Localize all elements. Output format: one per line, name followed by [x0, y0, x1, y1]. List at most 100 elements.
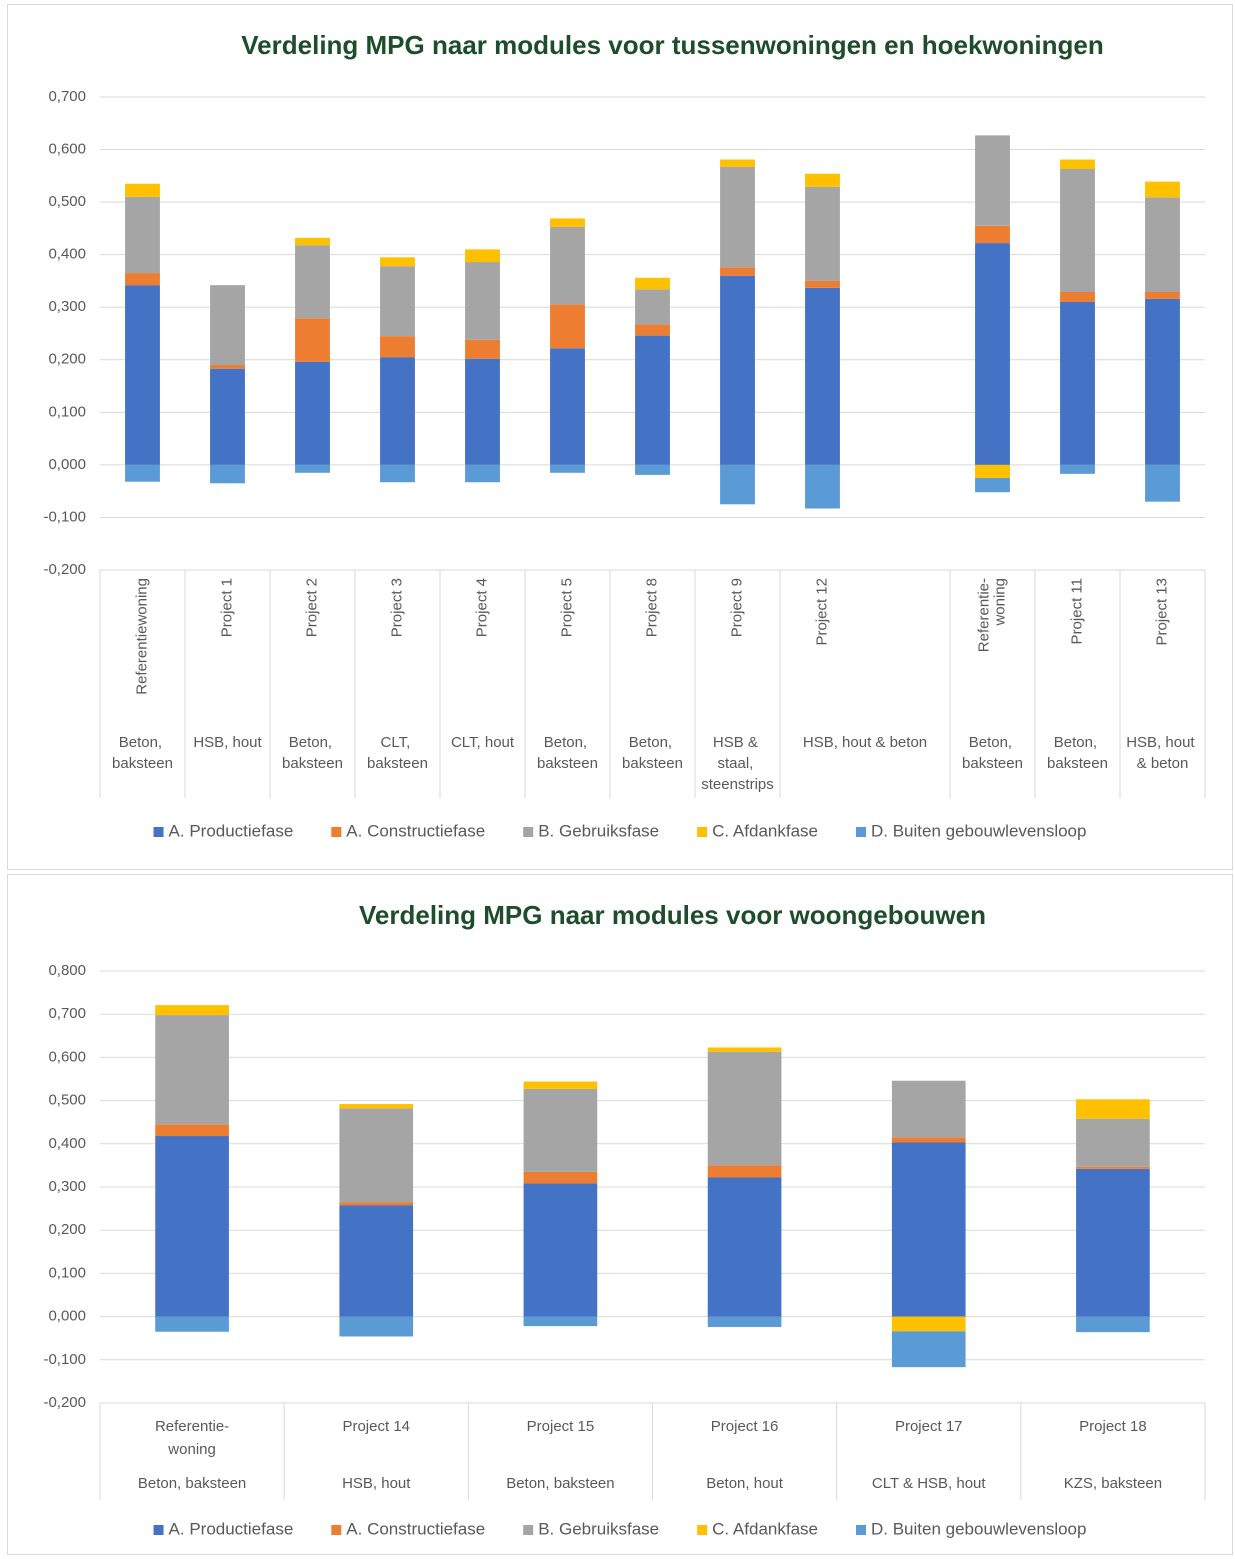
y-tick-label: 0,100 [48, 1264, 86, 1281]
y-tick-label: 0,700 [48, 88, 86, 105]
legend-swatch [331, 827, 342, 837]
bar-segment [635, 289, 670, 325]
bar-segment [975, 478, 1010, 493]
bar-segment [975, 225, 1010, 244]
bar-segment [339, 1104, 414, 1109]
legend-label: A. Productiefase [169, 1519, 294, 1538]
bar-segment [380, 464, 415, 483]
x-tick-label: Project 12 [813, 578, 830, 646]
legend-swatch [855, 827, 866, 837]
bar-segment [155, 1005, 229, 1016]
bar-segment [1145, 298, 1180, 465]
bar-segment [523, 1088, 598, 1172]
bar-segment [720, 267, 755, 276]
bar-segment [720, 166, 755, 268]
bar-segment [339, 1108, 414, 1203]
bar-segment [1060, 464, 1095, 474]
group-label: HSB, hout [342, 1475, 411, 1492]
bar-segment [1060, 159, 1095, 170]
group-label: Beton, baksteen [1047, 734, 1108, 772]
legend-swatch [523, 827, 534, 837]
group-label: Beton, baksteen [506, 1475, 614, 1492]
x-tick-label: Project 13 [1153, 578, 1170, 646]
chart-title: Verdeling MPG naar modules voor tussenwo… [241, 30, 1103, 60]
y-tick-label: 0,800 [48, 962, 86, 979]
group-label: HSB, hout & beton [1126, 734, 1199, 772]
x-tick-label: Referentie-woning [975, 578, 1008, 652]
bar-segment [210, 365, 245, 369]
x-tick-label: Project 16 [711, 1418, 779, 1435]
group-label: Beton, baksteen [112, 734, 173, 772]
bar-segment [210, 464, 245, 484]
group-label: HSB, hout [193, 734, 262, 751]
bar-segment [720, 159, 755, 167]
y-tick-label: 0,600 [48, 141, 86, 158]
bar-segment [707, 1316, 782, 1327]
bar-segment [1076, 1099, 1150, 1119]
bar-segment [1145, 291, 1180, 299]
bar-segment [339, 1202, 414, 1206]
bar-segment [1060, 291, 1095, 302]
bar-segment [707, 1177, 782, 1317]
bar-segment [155, 1124, 229, 1137]
bar-segment [891, 1331, 966, 1368]
y-tick-label: -0,100 [43, 1351, 86, 1368]
group-label: CLT & HSB, hout [872, 1475, 986, 1492]
legend-label: A. Productiefase [169, 821, 294, 840]
bar-segment [720, 275, 755, 465]
bar-segment [891, 1142, 966, 1317]
bar-segment [891, 1137, 966, 1143]
y-tick-label: 0,300 [48, 298, 86, 315]
group-label: KZS, baksteen [1064, 1475, 1162, 1492]
bar-segment [125, 285, 160, 465]
bar-segment [805, 464, 840, 509]
bar-segment [707, 1051, 782, 1166]
x-tick-label: Project 4 [473, 578, 490, 637]
bar-segment [635, 277, 670, 290]
bar-segment [125, 273, 160, 286]
y-tick-label: -0,100 [43, 508, 86, 525]
group-label: Beton, baksteen [622, 734, 683, 772]
bar-segment [1060, 301, 1095, 465]
legend-label: C. Afdankfase [712, 821, 818, 840]
legend: A. Productiefase A. Constructiefase B. Geb… [153, 1519, 1086, 1538]
bar-segment [339, 1205, 414, 1317]
legend-label: C. Afdankfase [712, 1519, 818, 1538]
bar-segment [1076, 1168, 1150, 1317]
y-tick-label: 0,500 [48, 1092, 86, 1109]
legend-label: D. Buiten gebouwlevensloop [871, 1519, 1086, 1538]
bar-segment [975, 464, 1010, 479]
bar-segment [295, 361, 330, 465]
bar-segment [295, 237, 330, 246]
legend: A. Productiefase A. Constructiefase B. Geb… [153, 821, 1086, 840]
bar-segment [635, 464, 670, 475]
bar-segment [550, 218, 585, 227]
group-label: HSB, hout & beton [803, 734, 927, 751]
bar-segment [339, 1316, 414, 1337]
y-tick-label: 0,000 [48, 456, 86, 473]
y-tick-label: 0,000 [48, 1308, 86, 1325]
bar-segment [380, 266, 415, 337]
y-tick-label: -0,200 [43, 561, 86, 578]
bar-segment [380, 336, 415, 358]
y-tick-label: 0,300 [48, 1178, 86, 1195]
bar-segment [1145, 197, 1180, 292]
bar-segment [465, 249, 500, 263]
legend-swatch [855, 1525, 866, 1535]
y-tick-label: 0,600 [48, 1048, 86, 1065]
bar-segment [523, 1081, 598, 1089]
bar-segment [465, 358, 500, 465]
legend-label: B. Gebruiksfase [538, 821, 659, 840]
bar-segment [805, 280, 840, 288]
bar-segment [635, 324, 670, 336]
x-tick-label: Project 8 [643, 578, 660, 637]
y-tick-label: 0,400 [48, 1135, 86, 1152]
x-tick-label: Referentiewoning [133, 578, 150, 695]
bar-segment [125, 196, 160, 274]
bar-segment [550, 348, 585, 465]
bar-segment [707, 1047, 782, 1052]
legend-label: A. Constructiefase [346, 1519, 485, 1538]
bar-segment [1060, 169, 1095, 292]
bar-segment [550, 226, 585, 305]
